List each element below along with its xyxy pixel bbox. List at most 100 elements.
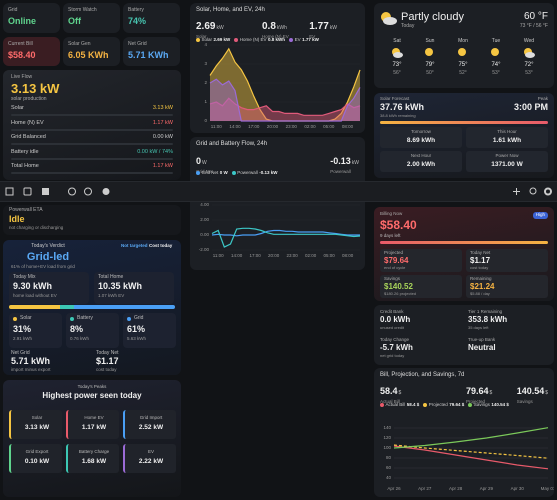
forecast-icon — [425, 48, 433, 56]
forecast-tile-value: 2.00 kWh — [406, 161, 436, 168]
net-label: Net Grid — [11, 350, 30, 356]
billing-tile-note: $180.26 projected — [384, 291, 417, 296]
forecast-high: 72° — [524, 62, 534, 68]
tab-icon[interactable] — [42, 188, 49, 195]
x-tick-label: 14:00 — [231, 253, 243, 258]
tile-value: $58.40 — [8, 50, 36, 60]
legend-swatch — [289, 37, 294, 42]
billing-badge: High — [532, 212, 548, 219]
tab-icon[interactable] — [102, 188, 110, 195]
forecast-tile-value: 1371.00 W — [491, 161, 523, 168]
tile-value: 74% — [128, 16, 147, 26]
peak-value: 0.10 kW — [24, 458, 50, 465]
forecast-tile-label: Tomorrow — [411, 129, 431, 134]
legend-swatch — [231, 170, 236, 175]
legend-item: Grid Net 0 W — [196, 170, 228, 175]
flow-row-label: Home (N) EV — [11, 119, 44, 126]
forecast-low: 52° — [459, 70, 467, 76]
mix-dot — [70, 317, 74, 321]
tile-label: Solar Gen — [68, 41, 91, 47]
tile-label: Grid — [8, 7, 18, 13]
x-tick-label: 23:00 — [286, 124, 298, 129]
billing-tile-label: Remaining — [470, 276, 492, 281]
legend-name: Grid Net — [201, 170, 219, 175]
card-title: Billing Now — [380, 211, 403, 216]
forecast-low: 56° — [393, 70, 401, 76]
tab-icon[interactable] — [84, 187, 92, 196]
net-note: cost today — [96, 367, 117, 372]
billing-note: 9 days left — [380, 233, 401, 238]
forecast-high: 79° — [425, 62, 435, 68]
forecast-low: 50° — [426, 70, 434, 76]
filter-button[interactable]: Cost today — [149, 243, 173, 248]
stat-unit: kW — [329, 25, 337, 31]
add-icon[interactable] — [513, 188, 520, 195]
mix-tile: Grid 61% 5.63 kWh — [123, 313, 176, 348]
y-tick-label: 2.00 — [200, 217, 209, 222]
tile-label: Net Grid — [128, 41, 147, 47]
grid-chart-card: Grid and Battery Flow, 24h 0W Grid Net -0.1… — [190, 137, 365, 270]
mix-value: 31% — [13, 324, 32, 334]
flow-value: 3.13 kW — [11, 81, 60, 96]
card-title: Today's Verdict — [31, 243, 65, 249]
x-tick-label: 02:00 — [305, 253, 317, 258]
billing-tile-note: $5.88 / day — [470, 291, 490, 296]
x-tick-label: 11:00 — [211, 124, 222, 129]
stat: 2.69kW Solar — [196, 16, 224, 40]
mix-tile: Solar 31% 2.91 kWh — [9, 313, 62, 348]
y-tick-label: 60 — [386, 465, 392, 470]
solar-chart-card: Solar, Home, and EV, 24h 2.69kW Solar 0.8kW… — [190, 3, 365, 133]
toolbar-icons — [5, 187, 552, 196]
peaks-card: Today's Peaks Highest power seen today Sol… — [3, 380, 181, 497]
flow-row-value: 1.17 kW — [152, 163, 173, 169]
stat-unit: $ — [398, 390, 402, 396]
legend-name: EV — [294, 37, 301, 42]
search-icon[interactable] — [529, 187, 537, 195]
legend: Solar 2.69 kW Home (N) EV 0.8 kWh EV 1.77 kW — [196, 37, 319, 42]
status-tile: Battery 74% — [123, 3, 180, 33]
stat-label: Projected — [466, 398, 486, 404]
flow-row-value: 0.00 kW — [152, 134, 173, 140]
filter-button[interactable]: Not targeted — [121, 243, 148, 248]
forecast-tile: Tomorrow 8.69 kWh — [380, 127, 462, 148]
forecast-day: Mon — [458, 38, 468, 44]
status-tile: Net Grid 5.71 KWh — [123, 37, 180, 66]
billing-tile-value: $79.64 — [384, 256, 409, 265]
forecast-icon — [392, 48, 403, 58]
stat-value: 58.4 — [380, 386, 398, 396]
forecast-day: Sun — [425, 38, 435, 44]
forecast-tile-label: Power Now — [495, 153, 519, 158]
bank-label: True-up Bank — [468, 337, 496, 342]
settings-icon[interactable] — [544, 187, 552, 196]
legend-swatch — [380, 402, 384, 407]
net-note: import minus export — [11, 367, 51, 372]
row-divider — [11, 114, 173, 116]
y-tick-label: 3 — [204, 61, 207, 66]
toolbar — [0, 181, 557, 202]
tile-label: Current Bill — [8, 41, 33, 47]
tab-icon[interactable] — [68, 187, 76, 196]
live-flow-card: Live Flow 3.13 kW solar production Solar 3.1… — [3, 70, 181, 180]
mix-segment — [9, 305, 61, 309]
mix-segment — [73, 305, 175, 309]
menu-icon[interactable] — [5, 187, 14, 196]
x-tick-label: 17:00 — [250, 253, 262, 258]
peak-label: Grid Import — [139, 415, 163, 420]
mix-dot — [127, 317, 131, 321]
flow-row-label: Solar — [11, 105, 24, 111]
mix-energy: 2.91 kWh — [13, 336, 33, 341]
tab-icon[interactable] — [23, 187, 32, 196]
forecast-day: Tue — [491, 38, 501, 44]
legend-name: Projected — [428, 402, 448, 407]
x-tick-label: 17:00 — [248, 124, 260, 129]
billing-tile: Today Net $1.17 cost today — [466, 249, 548, 272]
stat-unit: kW — [216, 25, 224, 31]
stat-unit: W — [202, 160, 207, 166]
bank-label: Today Change — [380, 337, 410, 342]
stat-value: -0.13 — [330, 156, 351, 166]
stat-unit: kW — [351, 160, 359, 166]
flow-subtitle: solar production — [11, 96, 47, 102]
weather-icon — [381, 12, 397, 25]
series-line — [211, 229, 360, 237]
peak-label: Solar — [31, 415, 43, 420]
